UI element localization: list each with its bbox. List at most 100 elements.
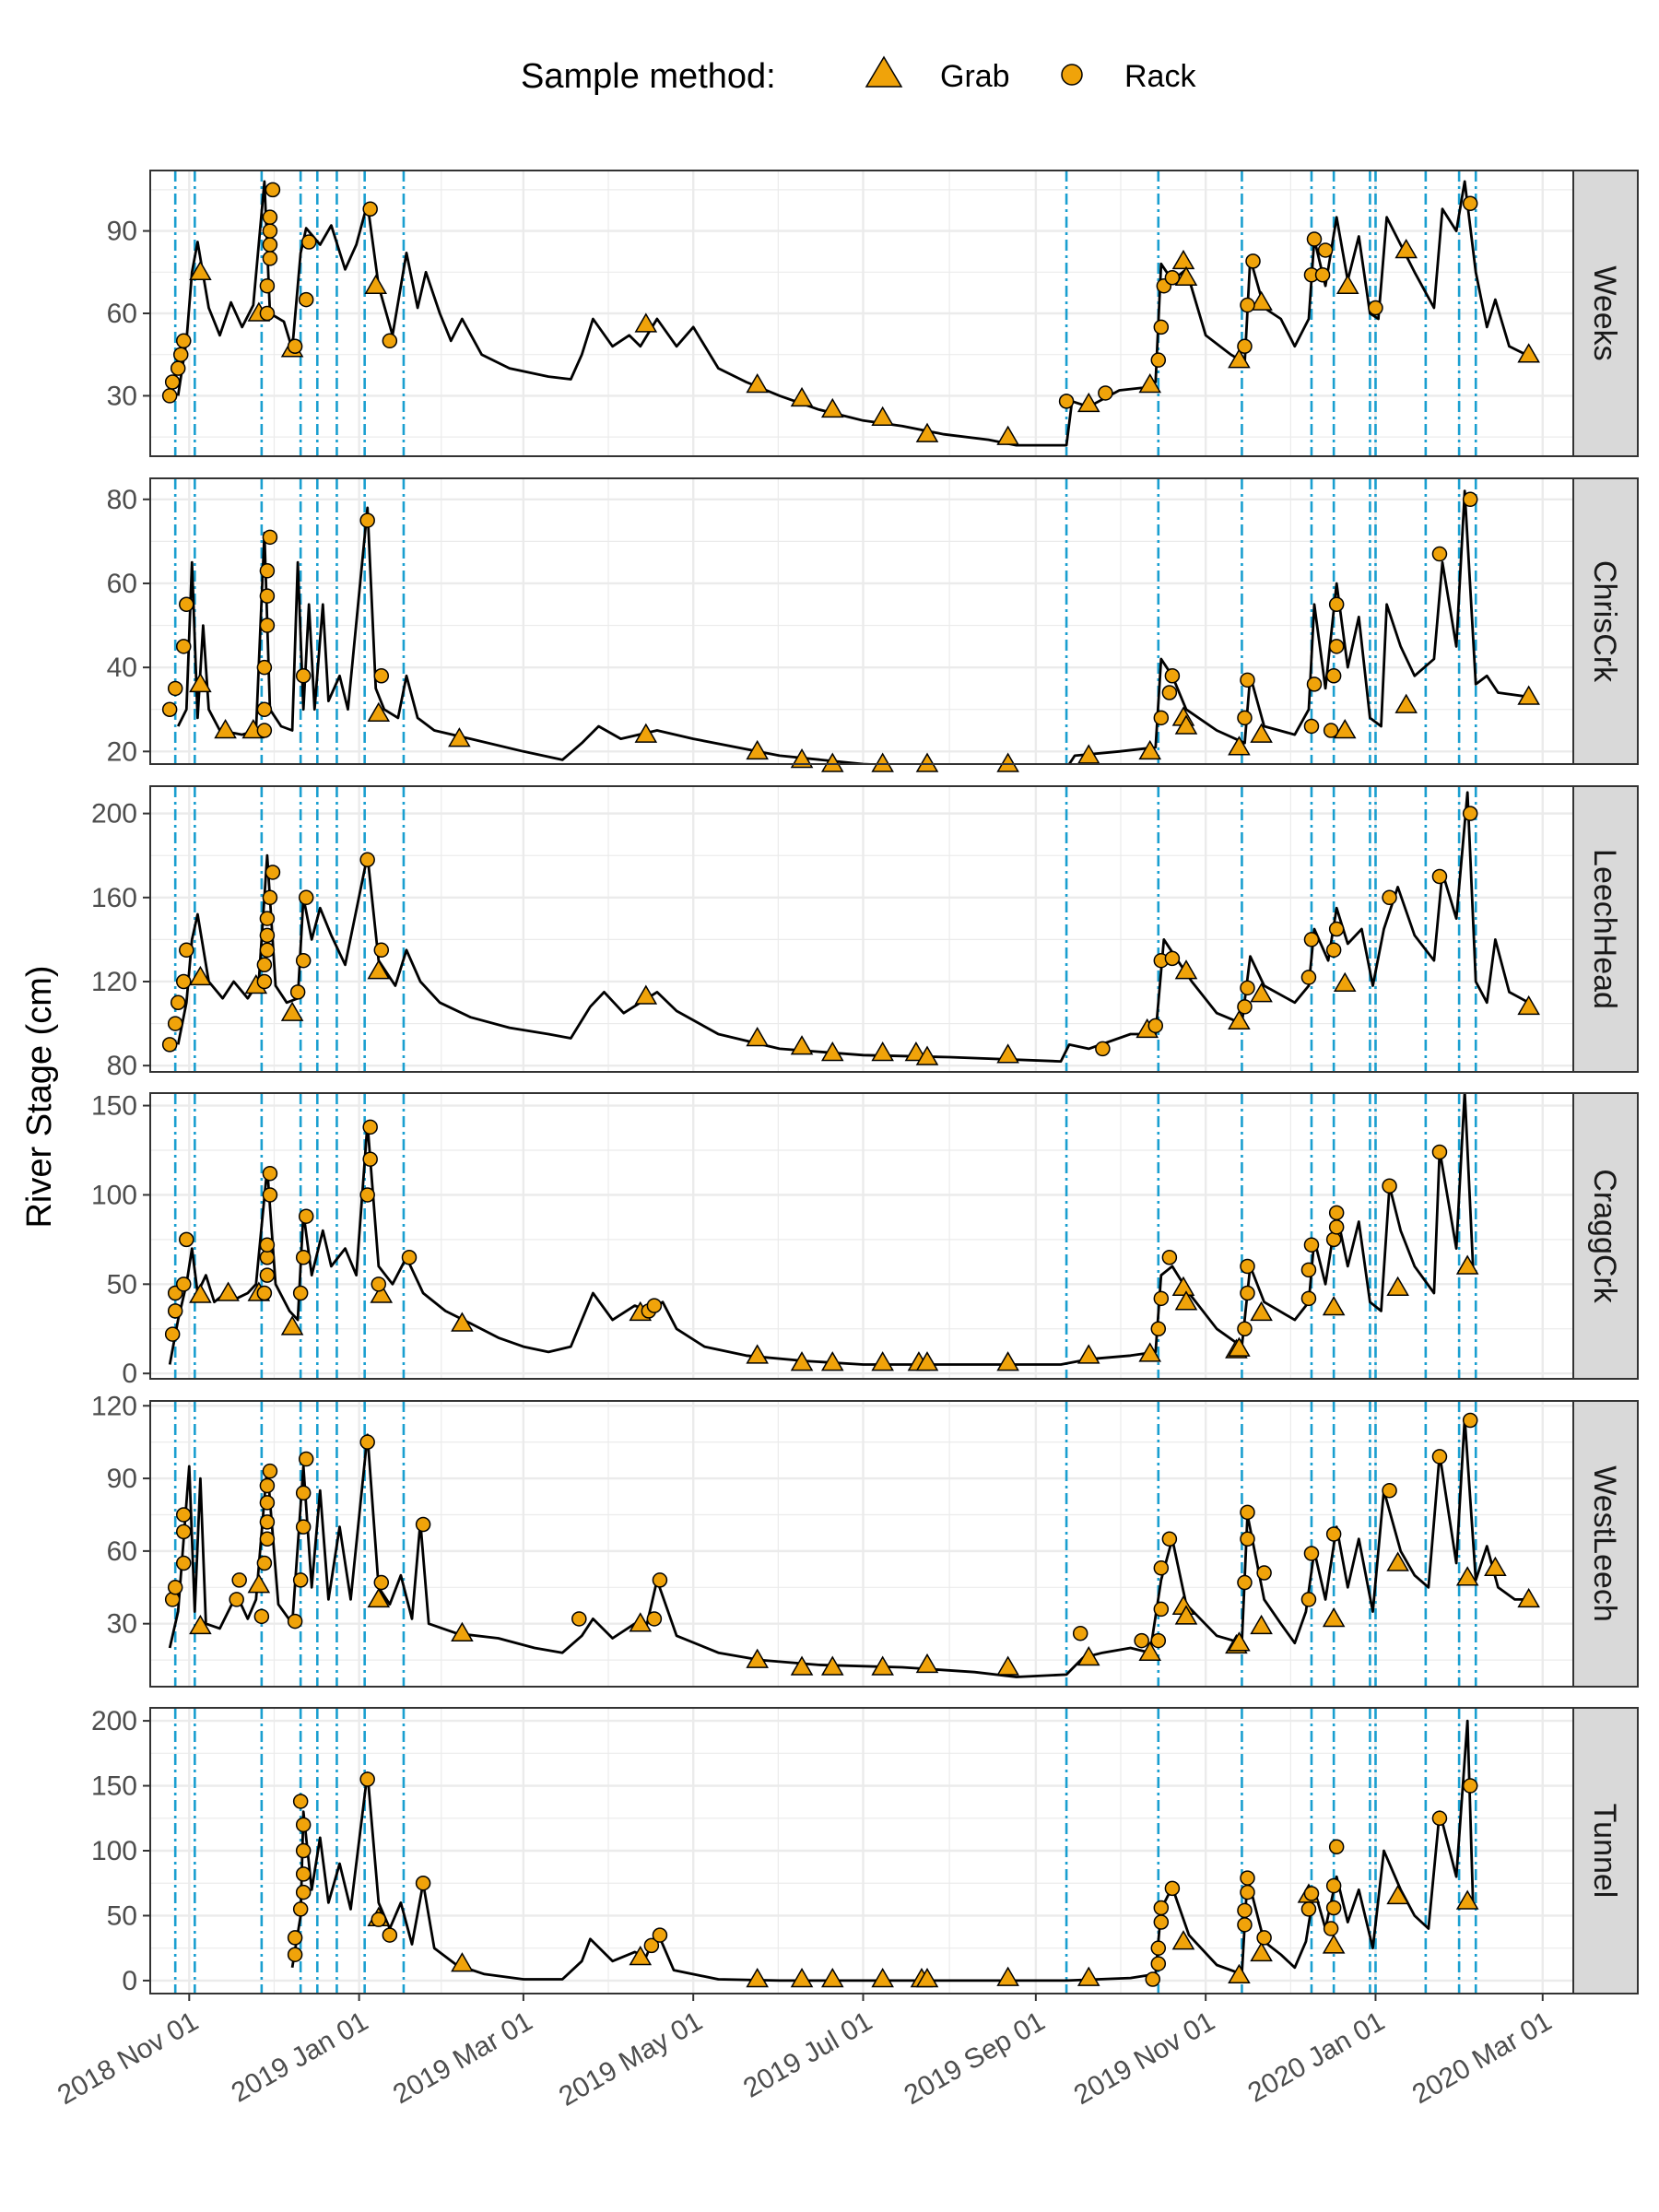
rack-point <box>170 360 186 376</box>
rack-point <box>259 911 276 926</box>
rack-point <box>1150 1632 1167 1649</box>
grab-point <box>280 1001 304 1021</box>
grab-point <box>915 1653 939 1674</box>
rack-point <box>1161 1250 1178 1265</box>
grab-point <box>1174 1605 1198 1625</box>
rack-point <box>1147 1018 1164 1034</box>
rack-point <box>231 1572 247 1588</box>
rack-point <box>1240 1870 1255 1886</box>
rack-point <box>167 680 183 697</box>
markers <box>161 491 1540 772</box>
grab-point <box>790 1968 814 1988</box>
rack-point <box>259 305 276 322</box>
grab-point <box>634 312 658 333</box>
rack-point <box>176 1277 192 1292</box>
grab-point <box>364 274 388 294</box>
grab-point <box>1138 373 1162 394</box>
x-tick-label: 2020 Mar 01 <box>1407 2006 1557 2110</box>
y-tick-label: 200 <box>91 1706 137 1736</box>
grab-point <box>790 386 814 407</box>
rack-point <box>259 942 276 959</box>
y-tick-label: 60 <box>107 1536 137 1567</box>
grab-point <box>871 406 894 427</box>
grab-point <box>996 1351 1019 1371</box>
rack-point <box>362 1151 378 1167</box>
grab-point <box>904 1041 928 1062</box>
panels: 30 60 90 Weeks 20 40 60 80 ChrisCrk 80 120 160 200 Le… <box>91 170 1639 1996</box>
grab-point <box>1394 693 1418 713</box>
rack-point <box>1306 231 1323 247</box>
rack-point <box>373 1574 390 1591</box>
grab-point <box>1250 1614 1273 1635</box>
event-lines <box>173 171 1477 456</box>
x-tick-label: 2019 Sep 01 <box>899 2006 1050 2111</box>
legend-title: Sample method: <box>521 57 776 96</box>
facet-strip <box>1572 1400 1639 1688</box>
event-lines <box>173 1708 1477 1994</box>
rack-point <box>373 942 390 959</box>
rack-point <box>415 1516 431 1533</box>
rack-point <box>1306 677 1323 692</box>
rack-point <box>1300 1592 1317 1607</box>
grab-point <box>1228 1963 1251 1984</box>
rack-point <box>1237 1321 1253 1336</box>
rack-point <box>1300 1901 1317 1917</box>
rack-point <box>1325 942 1342 959</box>
y-tick-label: 50 <box>107 1269 137 1300</box>
rack-point <box>176 639 192 654</box>
rack-point <box>262 237 278 253</box>
rack-point <box>1300 970 1317 985</box>
rack-point <box>1328 1205 1345 1221</box>
panel-westleech: 30 60 90 120 WestLeech <box>91 1391 1639 1688</box>
rack-point <box>259 1237 276 1253</box>
markers <box>161 182 1540 445</box>
grab-point <box>367 1587 391 1608</box>
rack-point <box>1328 921 1345 937</box>
rack-point <box>1161 1531 1178 1547</box>
rack-point <box>1368 300 1383 316</box>
panel-chriscrk: 20 40 60 80 ChrisCrk <box>107 477 1639 772</box>
facet-strip-label: Weeks <box>1587 265 1622 360</box>
rack-point <box>1431 1810 1448 1827</box>
grab-point <box>1394 238 1418 259</box>
y-tick-label: 100 <box>91 1180 137 1210</box>
facet-strip <box>1572 785 1639 1073</box>
grab-point <box>1250 723 1273 743</box>
rack-point <box>262 1165 278 1182</box>
grab-point <box>996 425 1019 445</box>
rack-point <box>1256 1565 1272 1581</box>
rack-point <box>176 1524 192 1540</box>
legend-grab-label: Grab <box>940 59 1010 94</box>
rack-point <box>295 1519 312 1535</box>
rack-point <box>1328 1219 1345 1235</box>
grab-point <box>996 752 1019 772</box>
grab-point <box>1322 1934 1346 1954</box>
rack-point <box>1382 1482 1397 1499</box>
gridlines <box>150 478 1573 764</box>
rack-point <box>1164 1880 1181 1897</box>
rack-point <box>1462 1778 1478 1794</box>
grab-point <box>1322 1296 1346 1316</box>
grab-point <box>996 1655 1019 1676</box>
rack-point <box>1153 319 1170 335</box>
rack-point <box>1240 980 1255 996</box>
rack-point <box>1317 242 1334 258</box>
rack-point <box>295 1866 312 1882</box>
grab-point <box>915 1045 939 1065</box>
grab-point <box>629 1612 653 1632</box>
rack-point <box>256 659 273 676</box>
rack-point <box>292 1285 309 1301</box>
grab-point <box>1138 1342 1162 1362</box>
rack-point <box>359 1771 375 1787</box>
rack-point <box>1072 1625 1088 1641</box>
facet-strip-label: LeechHead <box>1587 849 1622 1009</box>
rack-point <box>1325 668 1342 684</box>
rack-point <box>167 1016 183 1031</box>
grab-point <box>1077 1645 1100 1666</box>
rack-point <box>172 347 189 362</box>
rack-point <box>1145 1971 1160 1987</box>
grab-point <box>1335 274 1359 294</box>
rack-point <box>176 1555 192 1571</box>
y-tick-label: 60 <box>107 569 137 599</box>
rack-point <box>176 1507 192 1523</box>
